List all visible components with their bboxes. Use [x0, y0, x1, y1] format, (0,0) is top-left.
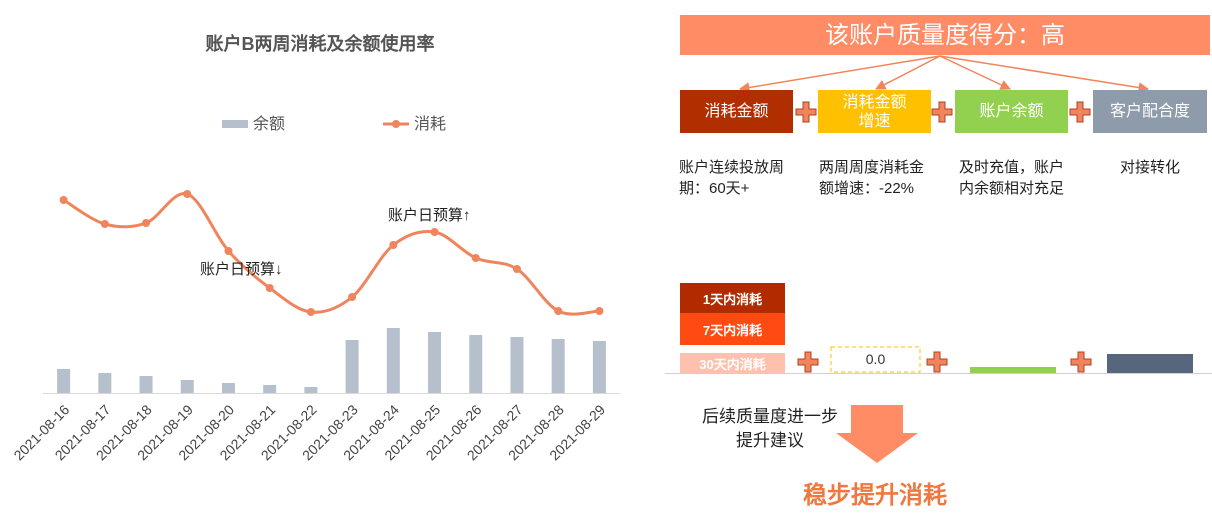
legend-label: 余额 [253, 114, 285, 133]
legend-swatch [222, 120, 248, 128]
chart-title: 账户B两周消耗及余额使用率 [206, 33, 435, 54]
slate-bar [1107, 354, 1193, 373]
bar [57, 369, 71, 393]
bar [428, 332, 442, 393]
line-marker [512, 265, 521, 273]
diagram-shapes [665, 15, 1212, 463]
line-marker [224, 247, 233, 255]
line-marker [389, 241, 398, 249]
bar [139, 376, 153, 393]
bar [221, 383, 235, 393]
arrows [738, 55, 1150, 93]
line-marker [595, 307, 604, 315]
down-arrow [836, 405, 918, 463]
bar [510, 337, 524, 393]
line-marker [471, 254, 480, 262]
line-marker [430, 228, 439, 236]
factor-note: 两周周度消耗金额增速：-22% [819, 159, 925, 197]
line-marker [265, 284, 274, 292]
line-marker [100, 220, 109, 228]
bar [263, 385, 277, 393]
bar [386, 328, 400, 393]
factor: 客户配合度 [1093, 90, 1207, 133]
plus-sign [795, 101, 817, 123]
plus-sign [797, 351, 819, 373]
score-title: 该账户质量度得分：高 [825, 21, 1065, 49]
line-marker [183, 190, 192, 198]
score-box [680, 15, 1210, 55]
bar [98, 373, 112, 393]
stack-segment: 7天内消耗 [680, 313, 785, 345]
line-marker [554, 307, 563, 315]
factor: 消耗金额 [680, 90, 793, 133]
factor: 账户余额 [955, 90, 1068, 133]
factor-note: 对接转化 [1119, 159, 1180, 176]
bar [304, 387, 318, 393]
bar [469, 335, 483, 393]
stack-segment: 1天内消耗 [680, 283, 785, 313]
placeholder-box [830, 346, 921, 373]
factor: 消耗金额增速 [818, 90, 931, 133]
factor-note: 账户连续投放周期：60天+ [679, 159, 785, 197]
green-bar [970, 367, 1056, 373]
advice: 后续质量度进一步提升建议 [702, 407, 838, 450]
plus-sign [1070, 351, 1092, 373]
conclusion: 稳步提升消耗 [803, 481, 947, 509]
line-marker [142, 219, 151, 227]
line-marker [306, 308, 315, 316]
line-marker [59, 196, 68, 204]
bar [551, 339, 565, 393]
bar [180, 380, 194, 393]
plus-sign [931, 101, 953, 123]
plus-sign [1069, 101, 1091, 123]
legend-label: 消耗 [414, 115, 446, 133]
bar [345, 340, 359, 393]
factor-note: 及时充值，账户内余额相对充足 [959, 159, 1065, 197]
line [62, 192, 600, 316]
line-marker [348, 293, 357, 301]
placeholder-value: 0.0 [865, 351, 886, 367]
stack-segment: 30天内消耗 [680, 353, 785, 373]
annotation: 账户日预算↑ [388, 206, 471, 224]
plus-sign [926, 351, 948, 373]
annotation: 账户日预算↓ [200, 260, 283, 278]
bar [592, 341, 606, 393]
legend-swatch [392, 120, 400, 128]
